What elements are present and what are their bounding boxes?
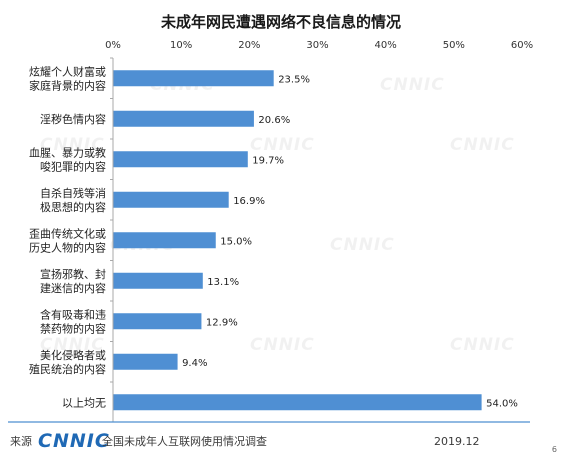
bars — [113, 70, 482, 411]
bar — [113, 313, 202, 330]
bar — [113, 110, 254, 127]
value-label: 15.0% — [220, 236, 252, 247]
watermark: CNNIC — [330, 235, 395, 255]
category-label: 唆犯罪的内容 — [40, 159, 106, 173]
category-label: 炫耀个人财富或 — [29, 64, 106, 78]
page-number: 6 — [552, 445, 557, 454]
category-label: 极思想的内容 — [40, 200, 106, 214]
chart-title: 未成年网民遭遇网络不良信息的情况 — [160, 13, 401, 31]
category-label: 血腥、暴力或教 — [29, 145, 106, 159]
report-name: 全国未成年人互联网使用情况调查 — [102, 434, 267, 448]
watermark: CNNIC — [450, 135, 515, 155]
report-date: 2019.12 — [434, 435, 480, 448]
x-tick-label: 30% — [306, 40, 328, 51]
category-label: 以上均无 — [62, 396, 106, 409]
bar — [113, 191, 229, 208]
category-label: 家庭背景的内容 — [29, 78, 106, 92]
x-tick-label: 20% — [238, 40, 260, 51]
watermark: CNNIC — [450, 335, 515, 355]
value-label: 12.9% — [206, 317, 238, 328]
watermark: CNNIC — [250, 135, 315, 155]
x-tick-label: 10% — [170, 40, 192, 51]
watermark: CNNIC — [40, 135, 105, 155]
value-label: 20.6% — [258, 115, 290, 126]
category-label: 建迷信的内容 — [40, 281, 106, 295]
x-tick-label: 0% — [105, 40, 121, 51]
category-label: 淫秽色情内容 — [40, 112, 106, 126]
bar — [113, 151, 248, 168]
category-label: 含有吸毒和违 — [40, 307, 106, 321]
category-label: 自杀自残等消 — [40, 186, 106, 200]
source-label: 来源 — [10, 434, 32, 448]
x-tick-label: 50% — [443, 40, 465, 51]
value-label: 19.7% — [252, 155, 284, 166]
value-label: 13.1% — [207, 277, 239, 288]
category-label: 禁药物的内容 — [40, 321, 106, 335]
cnnic-logo: CNNIC — [38, 430, 110, 452]
bar — [113, 353, 178, 370]
bar — [113, 272, 203, 289]
x-tick-label: 60% — [511, 40, 533, 51]
category-labels: 炫耀个人财富或家庭背景的内容淫秽色情内容血腥、暴力或教唆犯罪的内容自杀自残等消极… — [29, 64, 106, 409]
watermark: CNNIC — [40, 335, 105, 355]
value-label: 54.0% — [486, 398, 518, 409]
value-label: 23.5% — [278, 74, 310, 85]
bar — [113, 232, 216, 249]
category-label: 宣扬邪教、封 — [40, 267, 106, 281]
category-label: 歪曲传统文化或 — [29, 226, 106, 240]
value-labels: 23.5% 20.6% 19.7% 16.9% 15.0% 13.1% 12.9% 9.4% 5… — [182, 74, 518, 409]
watermark: CNNIC — [250, 335, 315, 355]
watermark: CNNIC — [380, 75, 445, 95]
value-label: 16.9% — [233, 196, 265, 207]
bar — [113, 70, 274, 87]
bar — [113, 394, 482, 411]
x-tick-label: 40% — [375, 40, 397, 51]
category-label: 历史人物的内容 — [29, 240, 106, 254]
category-label: 殖民统治的内容 — [29, 362, 106, 376]
category-label: 美化侵略者或 — [40, 348, 106, 362]
value-label: 9.4% — [182, 358, 207, 369]
